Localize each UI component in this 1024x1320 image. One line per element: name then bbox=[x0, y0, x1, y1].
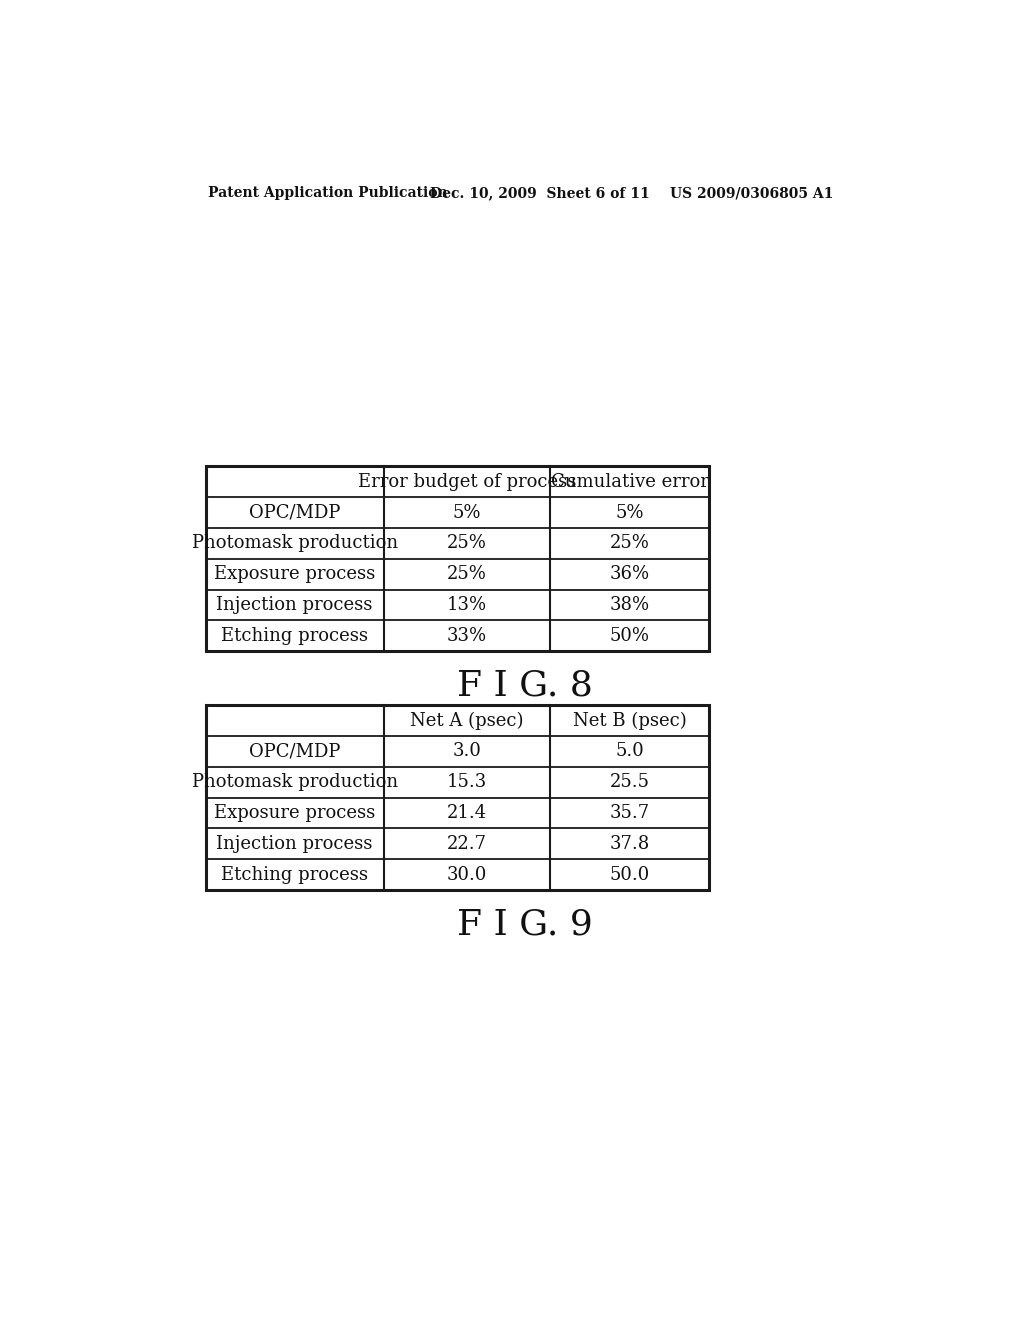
Bar bbox=[206, 466, 710, 651]
Text: Exposure process: Exposure process bbox=[214, 565, 375, 583]
Text: F I G. 9: F I G. 9 bbox=[457, 908, 593, 941]
Text: 13%: 13% bbox=[447, 597, 487, 614]
Text: 3.0: 3.0 bbox=[453, 742, 481, 760]
Text: 30.0: 30.0 bbox=[446, 866, 487, 883]
Text: 50.0: 50.0 bbox=[609, 866, 650, 883]
Text: 5%: 5% bbox=[453, 504, 481, 521]
Text: OPC/MDP: OPC/MDP bbox=[249, 742, 340, 760]
Text: 35.7: 35.7 bbox=[609, 804, 650, 822]
Text: Injection process: Injection process bbox=[216, 834, 373, 853]
Text: F I G. 8: F I G. 8 bbox=[457, 669, 593, 702]
Text: 15.3: 15.3 bbox=[446, 774, 487, 791]
Text: 37.8: 37.8 bbox=[609, 834, 650, 853]
Text: Error budget of process: Error budget of process bbox=[357, 473, 577, 491]
Text: 38%: 38% bbox=[609, 597, 650, 614]
Text: 21.4: 21.4 bbox=[447, 804, 487, 822]
Text: 50%: 50% bbox=[610, 627, 650, 644]
Bar bbox=[206, 705, 710, 890]
Text: 5%: 5% bbox=[615, 504, 644, 521]
Text: Etching process: Etching process bbox=[221, 627, 368, 644]
Text: Injection process: Injection process bbox=[216, 597, 373, 614]
Text: 33%: 33% bbox=[447, 627, 487, 644]
Text: 22.7: 22.7 bbox=[447, 834, 487, 853]
Text: Patent Application Publication: Patent Application Publication bbox=[208, 186, 447, 201]
Text: 25.5: 25.5 bbox=[610, 774, 650, 791]
Text: 5.0: 5.0 bbox=[615, 742, 644, 760]
Text: 25%: 25% bbox=[447, 535, 487, 552]
Text: Net B (psec): Net B (psec) bbox=[573, 711, 687, 730]
Text: 36%: 36% bbox=[609, 565, 650, 583]
Text: Etching process: Etching process bbox=[221, 866, 368, 883]
Text: Photomask production: Photomask production bbox=[191, 535, 397, 552]
Text: Cumulative error: Cumulative error bbox=[551, 473, 709, 491]
Text: OPC/MDP: OPC/MDP bbox=[249, 504, 340, 521]
Text: Exposure process: Exposure process bbox=[214, 804, 375, 822]
Text: 25%: 25% bbox=[610, 535, 650, 552]
Text: Photomask production: Photomask production bbox=[191, 774, 397, 791]
Text: US 2009/0306805 A1: US 2009/0306805 A1 bbox=[671, 186, 834, 201]
Text: 25%: 25% bbox=[447, 565, 487, 583]
Text: Dec. 10, 2009  Sheet 6 of 11: Dec. 10, 2009 Sheet 6 of 11 bbox=[430, 186, 650, 201]
Text: Net A (psec): Net A (psec) bbox=[411, 711, 524, 730]
